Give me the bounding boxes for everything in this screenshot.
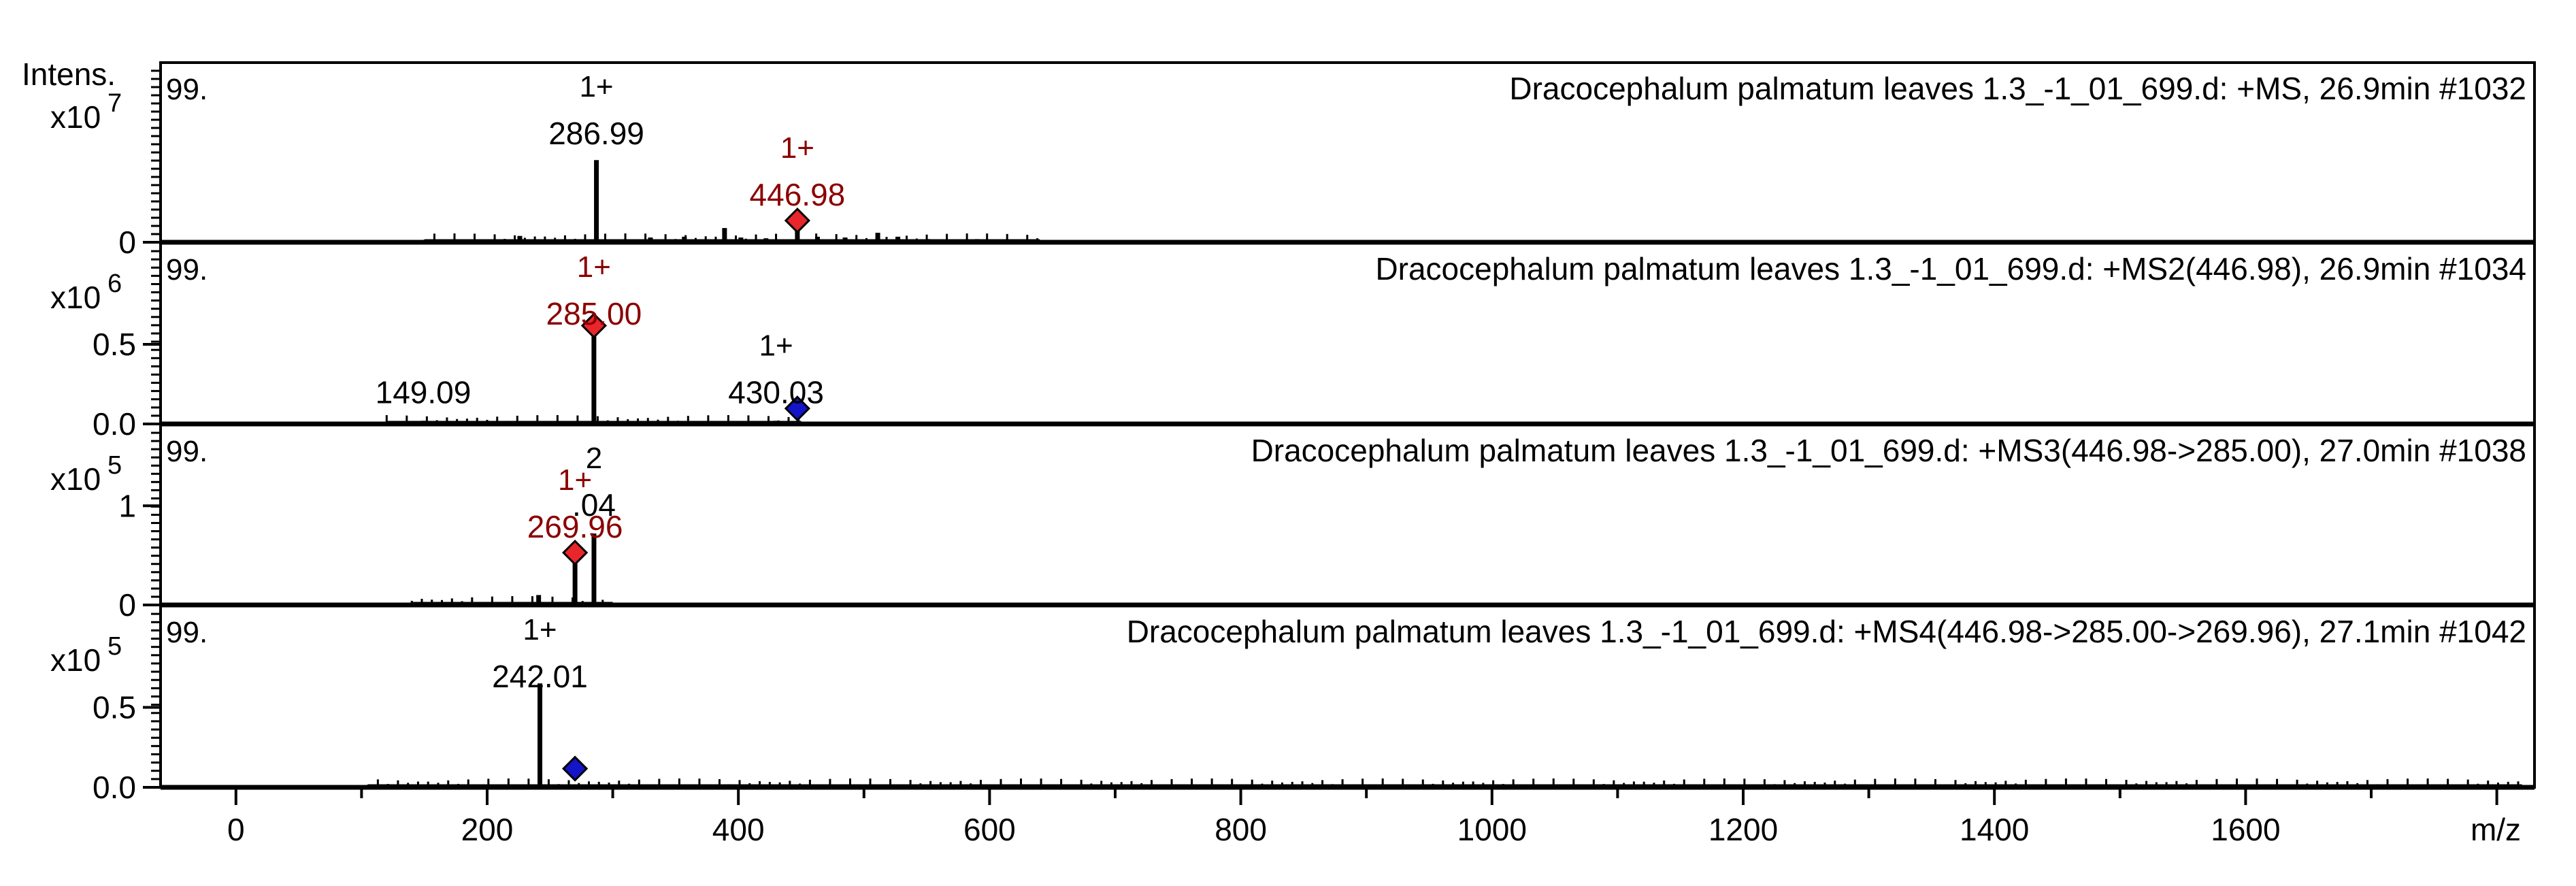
y-scale-base: x10 [50, 642, 101, 678]
y-tick-label: 0.0 [93, 406, 136, 442]
peak-charge-label: 1+ [523, 613, 557, 646]
precursor-marker [784, 395, 811, 422]
x-tick-label: 400 [712, 812, 765, 847]
peak-charge-label: 1+ [780, 131, 814, 165]
y-scale-base: x10 [50, 461, 101, 497]
x-axis: 0 200 400 600 800 1000 1200 1400 1600 [227, 787, 2498, 847]
y-scale-exponent: 5 [108, 632, 122, 661]
spectrum-panel-2: 0.0 0.5 x10 6 99. Dracocephalum palmatum leav… [50, 242, 2536, 442]
peak-mz-label: 269.96 [527, 509, 623, 544]
peak-mz-label: 242.01 [492, 659, 588, 694]
panel-title: Dracocephalum palmatum leaves 1.3_-1_01_… [1251, 433, 2526, 468]
panel-corner-label: 99. [166, 435, 208, 468]
peak-charge-label: 2 [586, 442, 602, 475]
y-scale-exponent: 7 [108, 89, 122, 118]
x-tick-label: 1400 [1960, 812, 2029, 847]
y-tick-label: 0 [118, 587, 136, 623]
peak-charge-label: 1+ [579, 70, 613, 103]
spectrum-panel-3: 0 1 x10 5 99. Dracocephalum palmatum leaves 1… [50, 423, 2536, 623]
x-tick-label: 1000 [1457, 812, 1527, 847]
precursor-marker [561, 755, 589, 782]
panel-corner-label: 99. [166, 73, 208, 106]
panel-title: Dracocephalum palmatum leaves 1.3_-1_01_… [1375, 251, 2526, 286]
precursor-marker [580, 312, 608, 339]
x-tick-label: 1200 [1708, 812, 1778, 847]
peak-mz-label: .04 [572, 487, 616, 523]
y-scale-base: x10 [50, 99, 101, 135]
y-scale-exponent: 5 [108, 451, 122, 480]
x-tick-label: 600 [963, 812, 1016, 847]
precursor-marker [561, 540, 589, 566]
y-axis-label: Intens. [22, 56, 116, 92]
y-tick-label: 0.5 [93, 690, 136, 725]
panel-title: Dracocephalum palmatum leaves 1.3_-1_01_… [1127, 614, 2526, 649]
y-tick-label: 0.5 [93, 327, 136, 362]
spectrum-panel-1: 0 x10 7 99. Dracocephalum palmatum leaves 1.… [50, 61, 2536, 260]
y-scale-exponent: 6 [108, 269, 122, 298]
y-scale-base: x10 [50, 280, 101, 315]
x-tick-label: 1600 [2211, 812, 2280, 847]
y-tick-label: 1 [118, 488, 136, 523]
peak-mz-label: 149.09 [376, 374, 472, 410]
x-tick-label: 800 [1215, 812, 1267, 847]
panel-title: Dracocephalum palmatum leaves 1.3_-1_01_… [1509, 71, 2526, 106]
x-tick-label: 0 [227, 812, 245, 847]
panel-corner-label: 99. [166, 253, 208, 286]
y-tick-label: 0 [118, 225, 136, 260]
precursor-marker [784, 208, 811, 234]
peak-charge-label: 1+ [558, 463, 592, 497]
spectrum-panel-4: 0.0 0.5 x10 5 99. Dracocephalum palmatum leav… [50, 604, 2536, 805]
panel-corner-label: 99. [166, 616, 208, 649]
x-axis-label: m/z [2471, 812, 2521, 847]
peak-mz-label: 430.03 [728, 374, 824, 410]
peak-mz-label: 285.00 [546, 296, 642, 331]
peak-mz-label: 446.98 [750, 177, 846, 212]
peak-mz-label: 286.99 [548, 116, 644, 151]
x-tick-label: 200 [461, 812, 514, 847]
peak-charge-label: 1+ [759, 329, 793, 362]
y-tick-label: 0.0 [93, 770, 136, 805]
peak-charge-label: 1+ [577, 250, 611, 284]
